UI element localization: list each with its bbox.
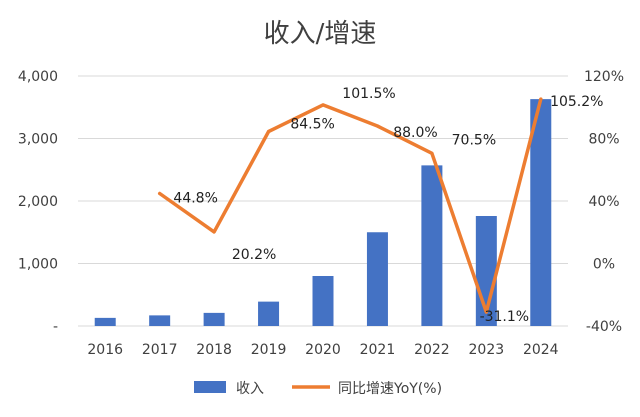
bar bbox=[421, 165, 443, 326]
data-label: 20.2% bbox=[232, 247, 276, 263]
right-tick-label: 40% bbox=[588, 194, 619, 210]
x-tick-label: 2023 bbox=[469, 342, 505, 358]
x-tick-label: 2021 bbox=[360, 342, 396, 358]
x-tick-label: 2016 bbox=[87, 342, 123, 358]
x-tick-label: 2020 bbox=[305, 342, 341, 358]
x-tick-label: 2022 bbox=[414, 342, 450, 358]
x-tick-label: 2018 bbox=[196, 342, 232, 358]
bar bbox=[258, 301, 280, 326]
left-tick-label: 2,000 bbox=[18, 194, 58, 210]
x-axis: 2016 2017 2018 2019 2020 2021 2022 2023 2024 bbox=[87, 342, 558, 358]
bar bbox=[203, 312, 225, 326]
data-label: 101.5% bbox=[342, 86, 395, 102]
right-tick-label: 0% bbox=[593, 257, 615, 273]
legend-bar-swatch bbox=[194, 381, 226, 393]
yoy-line bbox=[157, 97, 543, 314]
left-tick-label: 4,000 bbox=[18, 69, 58, 85]
data-label: 88.0% bbox=[393, 125, 437, 141]
data-label: 105.2% bbox=[550, 94, 603, 110]
bar bbox=[149, 315, 171, 326]
line-series: 44.8% 20.2% 84.5% 101.5% 88.0% 70.5% -31.1% 105… bbox=[157, 86, 603, 325]
x-tick-label: 2017 bbox=[142, 342, 178, 358]
bar bbox=[366, 232, 388, 326]
data-label: -31.1% bbox=[480, 309, 530, 325]
data-label: 84.5% bbox=[290, 116, 334, 132]
right-tick-label: -40% bbox=[586, 319, 622, 335]
left-tick-label: - bbox=[53, 319, 58, 335]
right-tick-label: 80% bbox=[588, 132, 619, 148]
x-tick-label: 2019 bbox=[251, 342, 287, 358]
bar bbox=[312, 276, 334, 326]
right-tick-label: 120% bbox=[584, 69, 624, 85]
data-label: 44.8% bbox=[173, 191, 217, 207]
chart-title: 收入/增速 bbox=[264, 19, 377, 49]
legend: 收入 同比增速YoY(%) bbox=[194, 381, 442, 397]
left-axis: - 1,000 2,000 3,000 4,000 bbox=[18, 69, 58, 335]
bar-series bbox=[94, 99, 552, 326]
bar bbox=[530, 99, 552, 326]
bar bbox=[94, 317, 116, 326]
data-label: 70.5% bbox=[452, 132, 496, 148]
right-axis: -40% 0% 40% 80% 120% bbox=[584, 69, 624, 335]
left-tick-label: 3,000 bbox=[18, 132, 58, 148]
legend-bar-label: 收入 bbox=[236, 381, 264, 397]
x-tick-label: 2024 bbox=[523, 342, 559, 358]
left-tick-label: 1,000 bbox=[18, 257, 58, 273]
legend-line-label: 同比增速YoY(%) bbox=[338, 381, 442, 397]
